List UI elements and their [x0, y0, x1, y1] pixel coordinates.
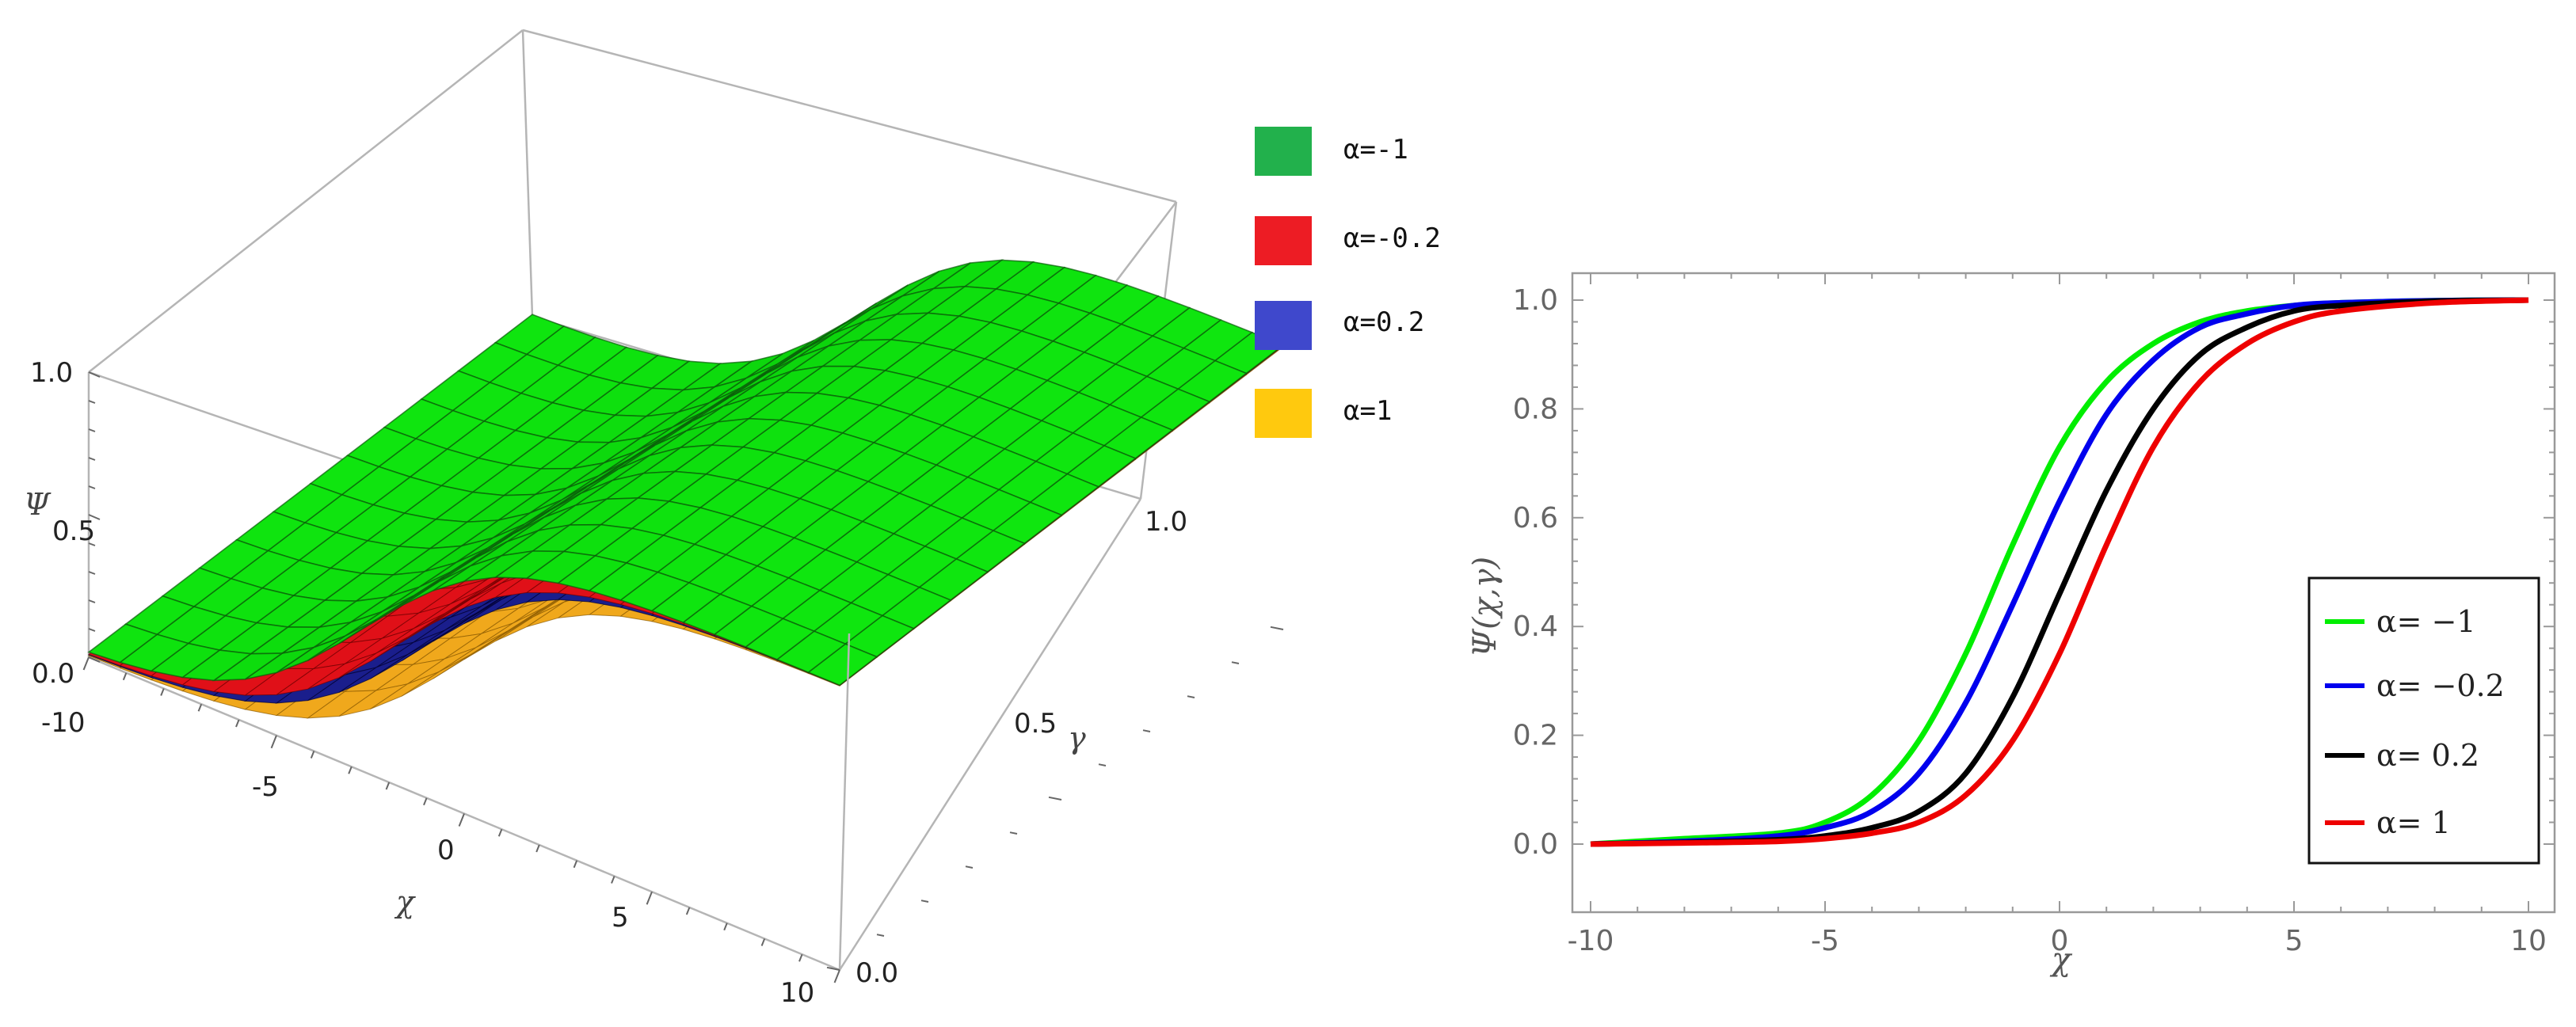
y-tick — [920, 900, 929, 903]
x-tick — [497, 828, 503, 837]
y-tick-label: 1.0 — [1513, 284, 1558, 317]
legend-label: α=-1 — [1343, 134, 1408, 165]
z-tick — [88, 571, 96, 575]
surface-patch — [87, 623, 158, 664]
y-tick — [1009, 831, 1018, 835]
z-axis-label: Ψ — [24, 487, 51, 522]
x-tick — [385, 782, 391, 790]
z-tick — [88, 428, 96, 432]
y-tick-label: 0.6 — [1513, 502, 1558, 534]
series-lines — [1590, 297, 2529, 847]
x-tick — [573, 860, 578, 869]
legend-label: α= −0.2 — [2376, 668, 2505, 703]
x-tick — [423, 797, 428, 806]
x-tick-label: 0 — [437, 835, 455, 866]
legend-swatch — [1255, 127, 1312, 176]
x-tick — [197, 703, 203, 712]
surface-layers — [87, 259, 1285, 719]
y-tick — [1270, 626, 1284, 630]
y-tick-label: 0.0 — [855, 957, 898, 989]
y-tick — [1098, 763, 1107, 766]
y-tick — [826, 966, 840, 971]
x-tick — [348, 766, 352, 774]
z-tick — [88, 542, 96, 546]
z-tick-label: 0.5 — [52, 515, 95, 547]
plot-frame — [1571, 272, 2556, 914]
x-tick-label: -5 — [252, 771, 279, 803]
x-tick-label: 5 — [2285, 925, 2304, 957]
x-tick — [160, 688, 165, 696]
z-tick — [88, 628, 96, 632]
y-axis-label: γ — [1068, 721, 1086, 755]
y-axis-label: Ψ(χ,γ) — [1467, 557, 1503, 657]
surface-plot-3d: 1.0 0.5 0.0 Ψ -10 -5 0 5 10 χ 0.0 0.5 1.… — [24, 29, 1285, 1009]
x-tick-label: 0 — [2051, 925, 2069, 957]
x-tick — [458, 813, 465, 827]
x-tick-label: 5 — [612, 902, 629, 934]
legend-label: α=-0.2 — [1343, 223, 1441, 254]
axis-ticks-2d: -10 -5 0 5 10 0.0 0.2 0.4 0.6 0.8 1.0 — [1513, 273, 2555, 957]
x-tick — [760, 938, 766, 946]
y-tick — [1142, 729, 1151, 732]
legend-label: α= 0.2 — [2376, 738, 2479, 773]
x-tick-label: -10 — [1568, 925, 1614, 957]
surface-layer — [87, 259, 1285, 687]
z-tick — [88, 371, 101, 378]
x-tick — [833, 969, 840, 983]
y-tick-label: 0.0 — [1513, 828, 1558, 861]
x-tick-label: -10 — [41, 707, 86, 739]
y-tick-label: 1.0 — [1145, 506, 1187, 538]
series-line — [1590, 297, 2529, 847]
legend-2d: α= −1 α= −0.2 α= 0.2 α= 1 — [2307, 576, 2540, 865]
x-tick — [82, 656, 90, 671]
x-tick-label: 10 — [780, 977, 814, 1009]
x-tick — [685, 907, 691, 915]
y-tick — [876, 934, 885, 937]
z-tick-label: 0.0 — [32, 658, 74, 690]
x-tick-label: -5 — [1811, 925, 1839, 957]
z-tick — [88, 656, 101, 663]
x-axis-label: χ — [2049, 941, 2073, 978]
series-line — [1590, 297, 2529, 847]
y-tick — [1048, 796, 1062, 801]
y-tick-label: 0.4 — [1513, 610, 1558, 643]
legend-swatch — [1255, 389, 1312, 438]
x-tick — [535, 844, 540, 853]
y-tick-label: 0.5 — [1014, 708, 1057, 740]
axis-ticks-3d — [82, 371, 1284, 983]
z-tick — [88, 400, 96, 404]
x-tick — [270, 735, 277, 749]
legend-frame — [2307, 576, 2540, 865]
legend-3d: α=-1 α=-0.2 α=0.2 α=1 — [1255, 127, 1441, 438]
legend-label: α= 1 — [2376, 805, 2451, 840]
x-tick — [310, 751, 315, 759]
x-tick — [611, 876, 615, 884]
y-tick — [965, 865, 974, 869]
legend-label: α=1 — [1343, 395, 1392, 427]
x-tick — [122, 672, 128, 681]
x-tick — [723, 922, 728, 931]
x-axis-label: χ — [394, 884, 416, 919]
z-tick — [88, 514, 101, 520]
x-tick — [646, 891, 653, 905]
y-tick — [1231, 661, 1240, 664]
z-tick — [88, 599, 96, 603]
z-tick — [88, 457, 96, 461]
legend-swatch — [1255, 216, 1312, 265]
x-tick — [798, 953, 803, 962]
legend-label: α=0.2 — [1343, 306, 1424, 338]
line-plot-2d: -10 -5 0 5 10 0.0 0.2 0.4 0.6 0.8 1.0 χ Ψ(χ,γ) α= … — [1467, 272, 2556, 978]
y-tick-label: 0.8 — [1513, 393, 1558, 425]
y-tick — [1187, 695, 1195, 698]
legend-label: α= −1 — [2376, 604, 2476, 639]
legend-swatch — [1255, 301, 1312, 350]
x-tick-label: 10 — [2510, 925, 2547, 957]
z-tick — [88, 485, 96, 489]
y-tick-label: 0.2 — [1513, 720, 1558, 752]
x-tick — [235, 719, 240, 728]
z-tick-label: 1.0 — [30, 357, 73, 389]
